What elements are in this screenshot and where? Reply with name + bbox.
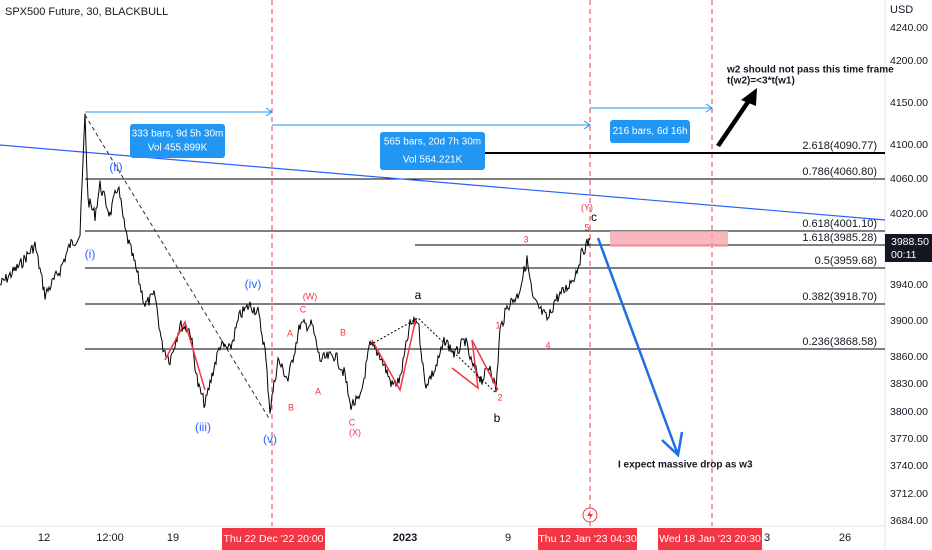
fib-label: 0.5(3959.68) [815,255,877,267]
price-label: 3860.00 [890,351,928,363]
wave-label: (i) [85,247,96,261]
wave-label: 4 [545,340,550,350]
countdown: 00:11 [891,249,917,261]
time-label: 9 [505,532,511,544]
time-label: 12 [38,532,50,544]
forecast-arrow [596,237,680,456]
time-highlight-label: Thu 12 Jan '23 04:30 [538,533,636,545]
event-icon-bolt [587,510,593,520]
time-label: 26 [839,532,851,544]
time-label: 2023 [393,532,417,544]
time-highlight-label: Thu 22 Dec '22 20:00 [223,533,323,545]
annotation: w2 should not pass this time frame [726,65,894,76]
wave-label: (iv) [245,277,262,291]
fib-label: 0.786(4060.80) [802,166,877,178]
wave-label: a [415,288,422,302]
price-label: 3830.00 [890,378,928,390]
price-label: 4240.00 [890,22,928,34]
price-label: 4020.00 [890,208,928,220]
wave-label: B [340,327,346,337]
measure-bars: 333 bars, 9d 5h 30m [132,129,224,140]
last-price-box [885,234,932,262]
time-highlight-label: Wed 18 Jan '23 20:30 [659,533,761,545]
wave-label: c [591,210,597,224]
wave-label: 3 [523,234,528,244]
price-label: 3940.00 [890,279,928,291]
wave-label: b [494,411,501,425]
price-label: 3900.00 [890,315,928,327]
wave-label: 2 [497,392,502,402]
last-price: 3988.50 [891,236,929,248]
time-label: 12:00 [96,532,124,544]
price-label: 4060.00 [890,173,928,185]
price-label: 3684.00 [890,515,928,527]
measure-bars: 216 bars, 6d 16h [612,126,687,137]
price-label: 3712.00 [890,488,928,500]
time-highlight [658,528,762,550]
wave-label: C [300,304,307,314]
price-label: 4100.00 [890,139,928,151]
price-label: 4200.00 [890,55,928,67]
wave-label: A [287,328,293,338]
annotation: t(w2)=<3*t(w1) [727,76,795,87]
annotation: I expect massive drop as w3 [618,460,753,471]
time-highlight [222,528,325,550]
wave-label: B [288,402,294,412]
wave-label: 1 [495,320,500,330]
time-label: 3 [764,532,770,544]
wave-label: (Y) [581,202,593,212]
measure-box [380,132,485,170]
forecast-arrow-head [661,431,684,458]
note-arrow [716,98,752,147]
wave-label: (W) [303,291,318,301]
measure-arrow-head [705,103,713,113]
measure-arrow-head [583,120,591,130]
fib-label: 0.618(4001.10) [802,218,877,230]
wave-label: 5 [584,222,589,232]
wave-drawing [371,317,417,393]
wave-drawing [164,320,206,391]
measure-box [610,120,690,143]
wave-label: (iii) [195,420,211,434]
measure-bars: 565 bars, 20d 7h 30m [384,137,481,148]
wave-label: A [315,386,321,396]
time-highlight [538,528,637,550]
price-label: 3740.00 [890,460,928,472]
trend-line-dashed [84,114,271,421]
measure-vol: Vol 455.899K [148,143,208,154]
fib-label: 0.236(3868.58) [802,336,877,348]
time-label: 19 [167,532,179,544]
price-label: 3770.00 [890,433,928,445]
wave-drawing [451,339,499,391]
target-zone [610,231,728,247]
note-arrow-head [741,88,757,106]
fib-label: 2.618(4090.77) [802,140,877,152]
wave-label: (X) [349,427,361,437]
fib-label: 1.618(3985.28) [802,232,877,244]
wave-label: (ii) [109,160,122,174]
currency: USD [890,4,913,16]
measure-box [130,124,225,158]
chart-title: SPX500 Future, 30, BLACKBULL [5,6,168,18]
measure-arrow-head [265,107,273,117]
price-label: 3800.00 [890,406,928,418]
measure-vol: Vol 564.221K [403,155,463,166]
price-label: 4150.00 [890,97,928,109]
fib-label: 0.382(3918.70) [802,291,877,303]
wave-label: C [349,417,356,427]
wave-label: (v) [263,432,277,446]
